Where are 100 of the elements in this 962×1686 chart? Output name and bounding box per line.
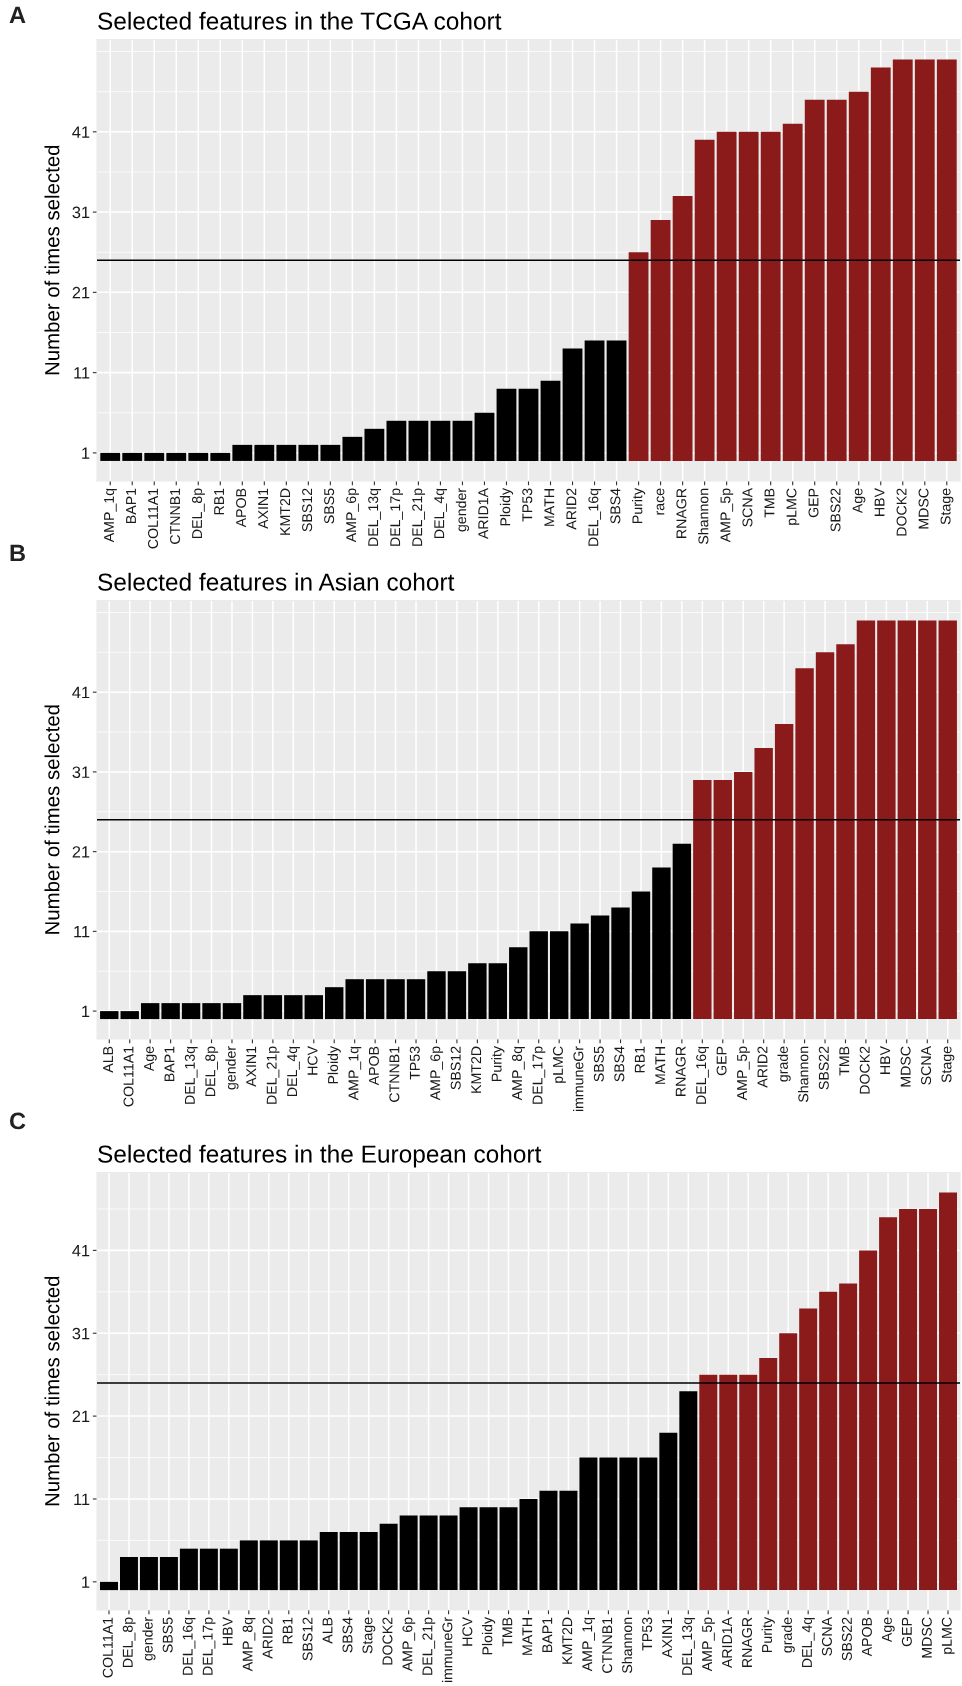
x-tick-label: Age <box>882 1617 895 1643</box>
bar <box>799 1308 818 1591</box>
bar <box>795 668 814 1020</box>
x-tick-label: DEL_17p <box>202 1617 216 1675</box>
bar <box>672 843 692 1020</box>
bar <box>848 91 869 461</box>
y-tick-label: 31 <box>72 766 90 779</box>
x-tick-label: Shannon <box>621 1617 633 1674</box>
bar <box>100 452 121 461</box>
y-tick-label: 11 <box>74 367 90 379</box>
x-tick-label: GEP <box>808 488 819 518</box>
bar <box>364 428 385 461</box>
bar <box>161 1003 180 1020</box>
bar <box>570 923 589 1020</box>
x-tick-label: AMP_5p <box>737 1046 750 1101</box>
x-tick-label: SBS12 <box>302 488 313 532</box>
x-tick-label: SBS22 <box>830 488 841 532</box>
bar <box>804 99 825 461</box>
x-tick-label: gender <box>225 1046 239 1090</box>
y-tick-label: 41 <box>72 1245 90 1257</box>
x-tick-label: grade <box>777 1046 791 1082</box>
x-tick-label: AMP_1q <box>348 1046 362 1101</box>
x-tick-label: DEL_8p <box>205 1046 219 1096</box>
x-tick-label: ARID1A <box>478 487 489 540</box>
bar <box>379 1523 398 1591</box>
bar <box>259 1540 278 1591</box>
bar <box>408 420 429 461</box>
bar <box>559 1490 578 1591</box>
x-tick-label: APOB <box>861 1617 872 1657</box>
bar <box>166 452 187 461</box>
x-tick-label: APOB <box>368 1046 379 1086</box>
bar <box>716 131 737 461</box>
bar <box>879 1217 898 1591</box>
bar <box>399 1515 418 1591</box>
x-tick-label: MDSC <box>921 1617 932 1658</box>
bar <box>100 1011 119 1020</box>
x-tick-label: SBS5 <box>593 1046 604 1082</box>
bar <box>159 1556 178 1591</box>
x-tick-label: BAP1 <box>164 1046 175 1082</box>
bar <box>365 979 385 1020</box>
x-tick-label: DEL_4q <box>287 1046 300 1096</box>
x-tick-label: DEL_16q <box>182 1617 196 1675</box>
bar <box>120 1011 139 1020</box>
bar <box>386 420 407 461</box>
x-tick-label: pLMC <box>941 1617 955 1654</box>
x-tick-label: RB1 <box>282 1617 293 1644</box>
bar <box>631 891 651 1020</box>
bar <box>210 452 231 461</box>
x-tick-label: SBS12 <box>302 1617 313 1661</box>
x-tick-label: KMT2D <box>280 488 290 535</box>
bar <box>325 987 344 1020</box>
x-tick-label: Purity <box>631 487 646 523</box>
bar <box>897 620 917 1020</box>
bar <box>579 1457 598 1591</box>
bar <box>342 436 363 461</box>
x-tick-label: immuneGr <box>441 1617 453 1683</box>
x-tick-label: CTNNB1 <box>170 488 181 544</box>
x-tick-label: Purity <box>491 1045 505 1081</box>
bar <box>549 931 569 1020</box>
x-tick-label: AMP_6p <box>346 488 359 543</box>
bar <box>919 1208 938 1591</box>
bar <box>499 1507 518 1591</box>
bar <box>140 1003 160 1020</box>
bar <box>430 420 451 461</box>
bar <box>856 620 876 1020</box>
x-tick-label: DEL_4q <box>802 1617 815 1667</box>
bar <box>222 1003 242 1020</box>
bar <box>914 59 935 461</box>
bar <box>679 1391 698 1591</box>
bar <box>639 1457 658 1591</box>
bar <box>839 1283 858 1591</box>
x-tick-label: TMB <box>839 1046 850 1076</box>
x-tick-label: RNAGR <box>675 1046 686 1096</box>
x-tick-label: AMP_1q <box>582 1617 596 1672</box>
bar <box>826 99 847 461</box>
x-tick-label: COL11A1 <box>148 488 159 549</box>
bar <box>819 1291 838 1591</box>
x-tick-label: RNAGR <box>742 1617 753 1667</box>
bar <box>815 652 835 1020</box>
x-tick-label: DEL_21p <box>266 1046 280 1104</box>
bar <box>939 1192 957 1591</box>
bar <box>628 252 649 461</box>
x-tick-label: AMP_6p <box>430 1046 444 1101</box>
bar <box>319 1532 338 1591</box>
x-tick-label: Shannon <box>797 1046 809 1103</box>
bar <box>122 452 143 461</box>
x-tick-label: GEP <box>901 1617 912 1647</box>
x-tick-label: RNAGR <box>676 488 687 538</box>
bar <box>754 748 773 1020</box>
bar <box>474 412 495 461</box>
bar <box>782 123 803 461</box>
y-tick-label: 31 <box>72 206 90 219</box>
bar <box>202 1003 221 1020</box>
x-tick-label: race <box>656 488 665 515</box>
y-tick-label: 31 <box>72 1327 90 1340</box>
bar <box>119 1556 138 1591</box>
x-tick-label: pLMC <box>786 488 800 525</box>
x-tick-label: DEL_8p <box>192 488 205 538</box>
x-tick-label: COL11A1 <box>102 1617 113 1678</box>
x-tick-label: TMB <box>502 1617 513 1647</box>
